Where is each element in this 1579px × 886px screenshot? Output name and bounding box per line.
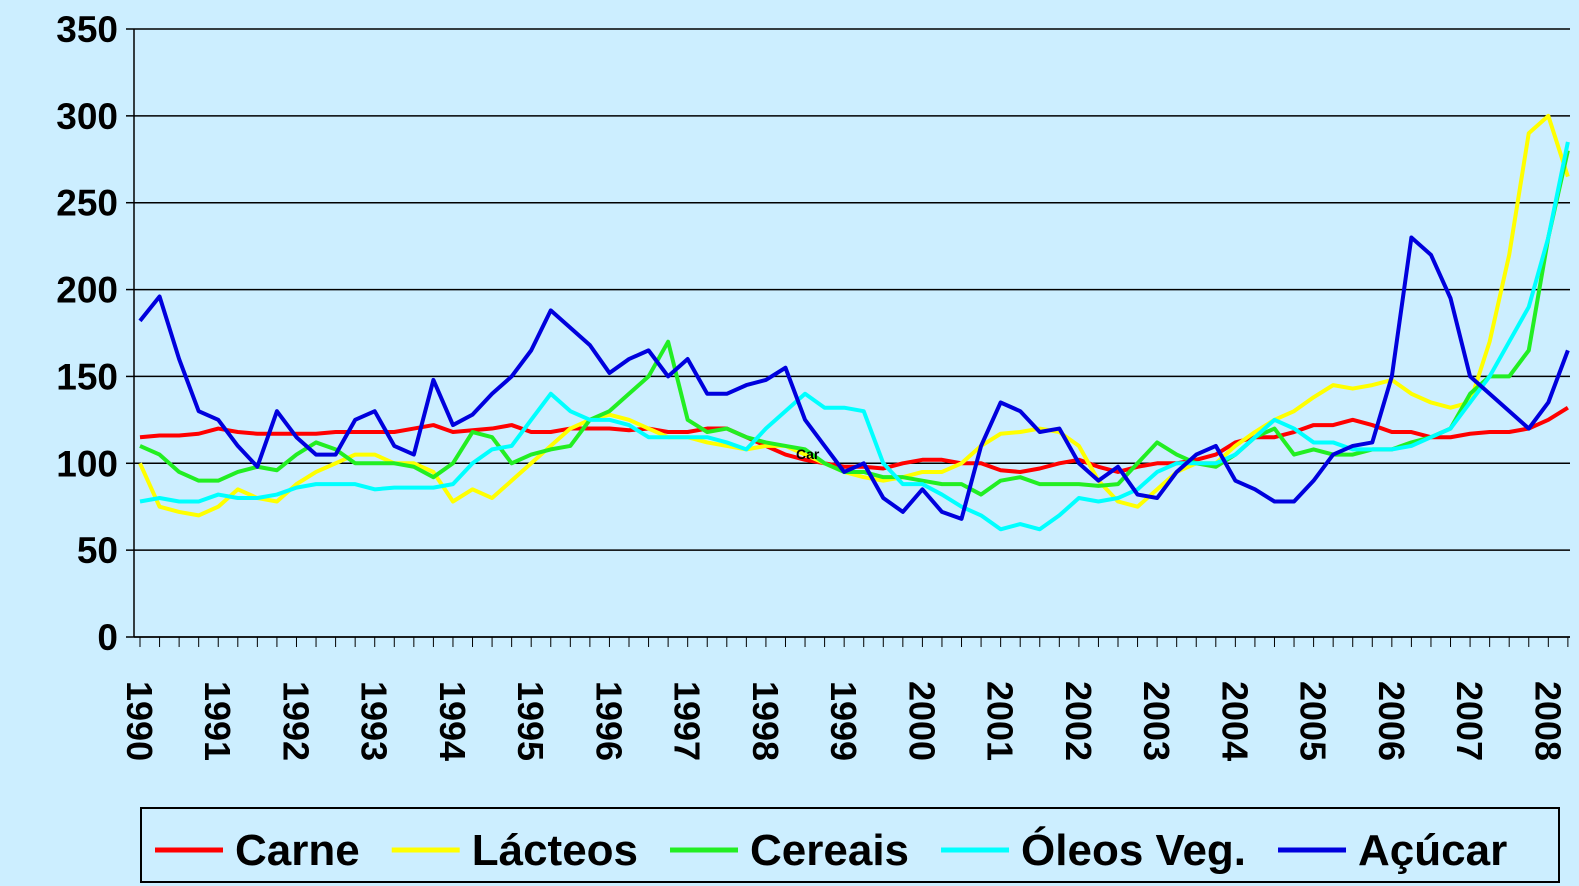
x-tick-label: 1996 [588, 681, 629, 761]
x-tick-label: 2000 [901, 681, 942, 761]
series-line [139, 141, 1570, 532]
legend-label: Carne [235, 826, 360, 875]
x-tick-label: 1999 [823, 681, 864, 761]
x-tick-label: 2007 [1449, 681, 1490, 761]
x-tick-label: 2006 [1371, 681, 1412, 761]
y-tick-label: 300 [56, 96, 118, 137]
y-tick-label: 250 [56, 183, 118, 224]
x-tick-label: 2003 [1136, 681, 1177, 761]
x-tick-label: 2001 [980, 681, 1021, 761]
x-tick-label: 1995 [510, 681, 551, 761]
x-tick-label: 1997 [667, 681, 708, 761]
x-tick-label: 1991 [197, 681, 238, 761]
x-tick-label: 2002 [1058, 681, 1099, 761]
y-tick-label: 50 [77, 530, 118, 571]
legend-label: Óleos Veg. [1021, 825, 1246, 875]
series-line [138, 235, 1570, 521]
x-tick-label: 1994 [432, 681, 473, 761]
series-line [139, 150, 1570, 497]
x-tick-label: 1993 [354, 681, 395, 761]
y-tick-label: 350 [56, 9, 118, 50]
legend-label: Açúcar [1358, 826, 1507, 875]
y-tick-label: 150 [56, 356, 118, 397]
legend-label: Lácteos [472, 826, 638, 875]
legend-label: Cereais [750, 826, 909, 875]
x-tick-label: 1992 [275, 681, 316, 761]
series-line [138, 113, 1570, 518]
x-tick-label: 1998 [745, 681, 786, 761]
y-tick-label: 200 [56, 270, 118, 311]
x-tick-label: 2005 [1293, 681, 1334, 761]
legend-box [140, 807, 1560, 883]
x-tick-label: 2008 [1527, 681, 1568, 761]
x-tick-label: 2004 [1214, 681, 1255, 761]
x-tick-label: 1990 [119, 681, 160, 761]
y-tick-label: 0 [97, 617, 118, 658]
y-tick-label: 100 [56, 443, 118, 484]
annotation: Car [796, 446, 820, 462]
